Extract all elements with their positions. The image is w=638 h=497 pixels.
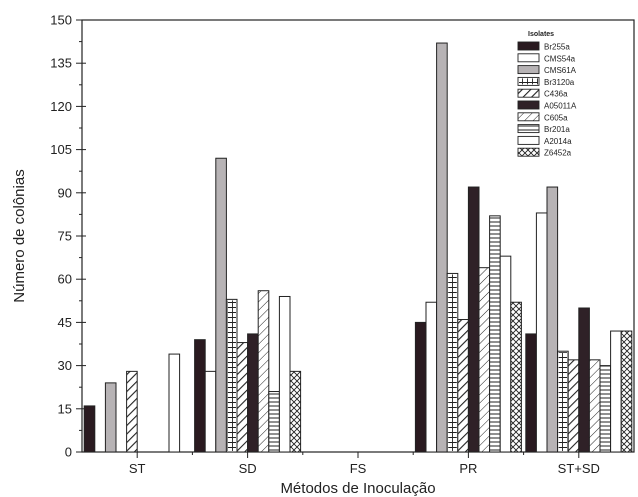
bar-a05011a-st-sd <box>578 307 590 453</box>
legend-label: Br3120a <box>544 78 575 87</box>
bar-a2014a-sd <box>278 295 291 453</box>
x-tick-label: FS <box>350 461 367 476</box>
bar-br201a-sd <box>268 391 280 453</box>
legend-label: A2014a <box>544 137 572 146</box>
bar-c605a-st-sd <box>588 359 601 453</box>
bar-br255a-st-sd <box>525 333 537 453</box>
bar-cms61a-st <box>104 382 117 453</box>
x-tick-label: PR <box>459 461 477 476</box>
bar-c436a-sd <box>236 342 249 453</box>
bar-c436a-st-sd <box>567 359 580 453</box>
legend-swatch <box>517 112 540 122</box>
bar-a2014a-st-sd <box>610 330 622 453</box>
legend-label: Br255a <box>544 43 570 52</box>
y-tick-label: 105 <box>50 142 72 157</box>
bar-br201a-st-sd <box>599 365 612 453</box>
y-tick-label: 150 <box>50 13 72 28</box>
legend-label: A05011A <box>544 102 577 111</box>
legend-swatch <box>517 147 540 157</box>
bar-cms54a-sd <box>204 370 217 453</box>
bar-pattern <box>448 274 457 451</box>
bar-cms61a-pr <box>436 42 448 453</box>
bar-c436a-pr <box>457 319 469 453</box>
x-axis-title: Métodos de Inoculação <box>280 480 435 497</box>
legend-label: C436a <box>544 90 568 99</box>
y-tick-label: 75 <box>58 229 72 244</box>
legend-swatch <box>517 135 540 145</box>
bar-cms61a-sd <box>215 157 227 453</box>
legend-label: CMS61A <box>544 66 577 75</box>
legend-swatch <box>517 88 540 98</box>
y-tick-label: 135 <box>50 56 72 71</box>
bar-z6452a-sd <box>289 370 302 453</box>
bar-cms54a-pr <box>425 301 438 453</box>
y-tick-label: 0 <box>65 445 72 460</box>
bar-br255a-sd <box>194 339 206 453</box>
y-tick-label: 90 <box>58 185 72 200</box>
bar-z6452a-pr <box>510 301 522 453</box>
y-tick-label: 15 <box>58 401 72 416</box>
legend-swatch <box>517 65 540 75</box>
x-tick-label: ST+SD <box>558 461 600 476</box>
bar-cms61a-st-sd <box>546 186 559 453</box>
bar-z6452a-st-sd <box>620 330 633 453</box>
bar-cms54a-st-sd <box>535 212 548 453</box>
bar-c605a-pr <box>478 267 491 453</box>
y-tick-label: 30 <box>58 358 72 373</box>
y-axis-title: Número de colônias <box>11 169 28 302</box>
bar-a05011a-pr <box>467 186 480 453</box>
bar-br255a-pr <box>414 321 427 453</box>
x-tick-label: ST <box>129 461 146 476</box>
legend-label: C605a <box>544 113 568 122</box>
bar-c605a-sd <box>257 290 270 453</box>
legend-swatch <box>517 124 540 134</box>
bar-br201a-pr <box>489 215 501 453</box>
x-tick-label: SD <box>239 461 257 476</box>
bar-pattern <box>227 300 236 451</box>
legend-title: Isolates <box>528 31 554 38</box>
y-tick-label: 45 <box>58 315 72 330</box>
axes: 0 15 30 45 60 75 90 105 120 135 150 ST SD FS PR ST+SD Mé… <box>11 13 635 497</box>
legend-swatch-pattern <box>519 78 538 85</box>
legend-label: Z6452a <box>544 149 572 158</box>
legend-label: CMS54a <box>544 54 576 63</box>
legend: Isolates Br255a CMS54a CMS61A Br3120a C436a A0… <box>517 31 577 158</box>
legend-swatch <box>517 41 540 51</box>
legend-swatch <box>517 100 540 110</box>
bars <box>83 42 633 453</box>
bar-a05011a-sd <box>247 333 259 453</box>
bar-pattern <box>558 352 568 451</box>
bar-c436a-st <box>126 370 138 453</box>
bar-br255a-st <box>83 405 96 453</box>
y-tick-label: 60 <box>58 272 72 287</box>
legend-label: Br201a <box>544 125 570 134</box>
bar-a2014a-pr <box>499 255 512 453</box>
bar-a2014a-st <box>168 353 181 453</box>
legend-swatch <box>517 53 540 63</box>
y-tick-label: 120 <box>50 99 72 114</box>
